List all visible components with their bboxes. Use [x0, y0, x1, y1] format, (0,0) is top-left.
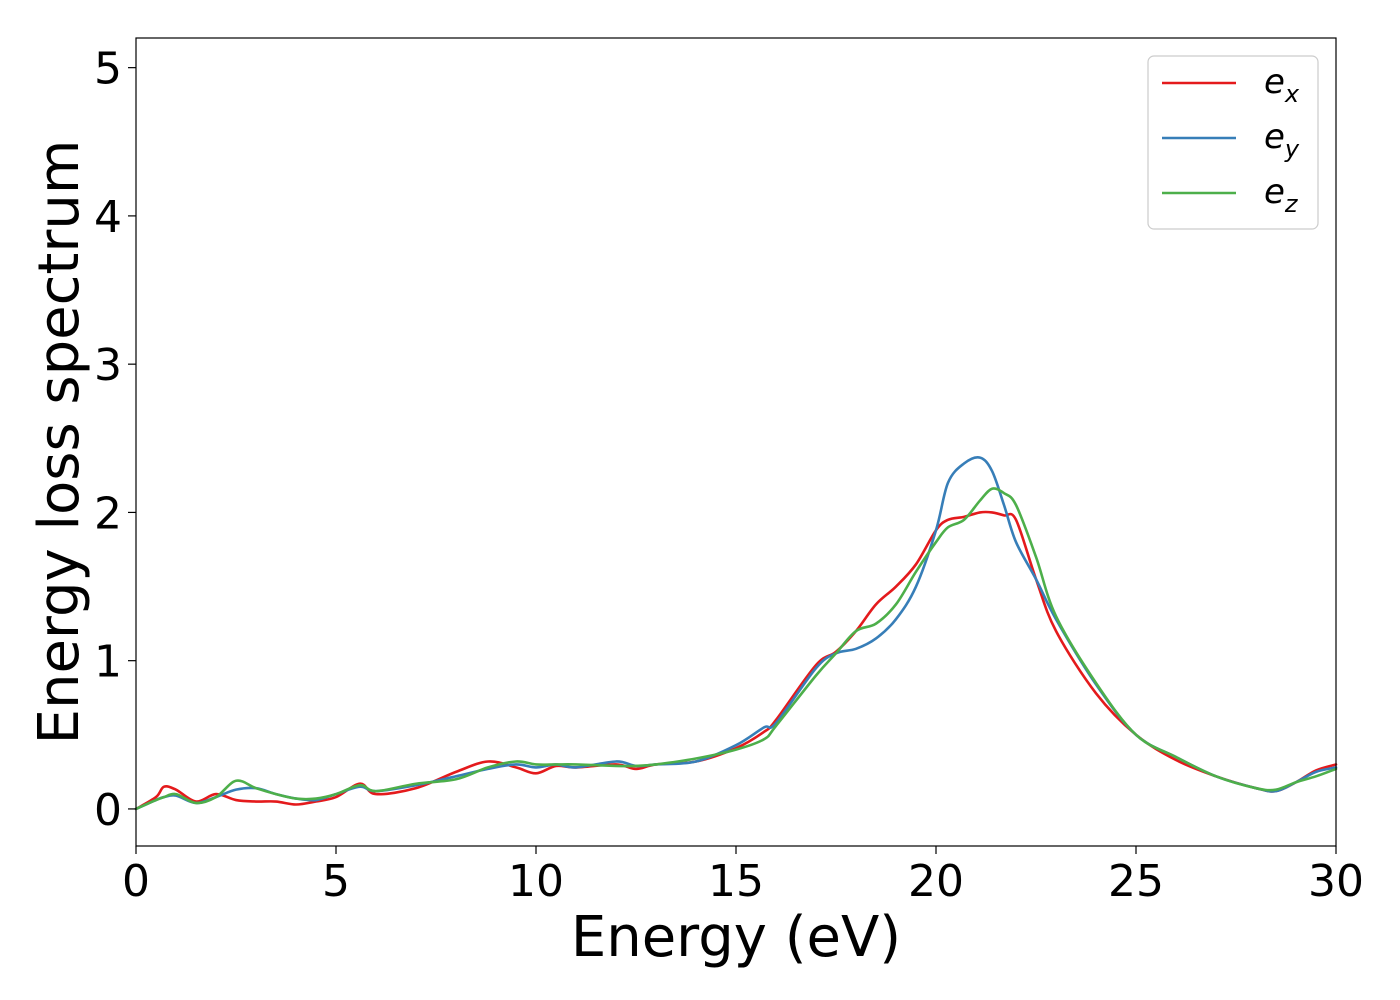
series-line-ey — [134, 455, 1338, 811]
x-tick-label: 0 — [122, 856, 150, 907]
legend-label-ez: ez — [1264, 172, 1299, 218]
series-line-ez — [134, 487, 1338, 811]
legend: ex ey ez — [1147, 55, 1319, 230]
x-tick-label: 10 — [508, 856, 564, 907]
x-axis-label: Energy (eV) — [571, 905, 901, 970]
y-tick-label: 1 — [94, 637, 122, 688]
series-line-ex — [134, 510, 1338, 811]
legend-items: ex ey ez — [1162, 62, 1300, 218]
x-tick-label: 25 — [1108, 856, 1164, 907]
x-tick-label: 5 — [322, 856, 350, 907]
y-tick-label: 2 — [94, 488, 122, 539]
y-tick-label: 4 — [94, 192, 122, 243]
legend-label-ex: ex — [1264, 62, 1300, 108]
y-tick-label: 0 — [94, 785, 122, 836]
legend-label-ey: ey — [1264, 117, 1300, 163]
legend-box — [1147, 55, 1319, 230]
series-layer — [134, 455, 1338, 811]
x-tick-label: 30 — [1308, 856, 1364, 907]
x-axis-ticks: 0 5 10 15 20 25 30 — [122, 846, 1364, 907]
y-axis-label: Energy loss spectrum — [27, 140, 92, 745]
y-axis-ticks: 0 1 2 3 4 5 — [94, 44, 136, 836]
x-tick-label: 20 — [908, 856, 964, 907]
x-tick-label: 15 — [708, 856, 764, 907]
y-tick-label: 3 — [94, 340, 122, 391]
y-tick-label: 5 — [94, 44, 122, 95]
